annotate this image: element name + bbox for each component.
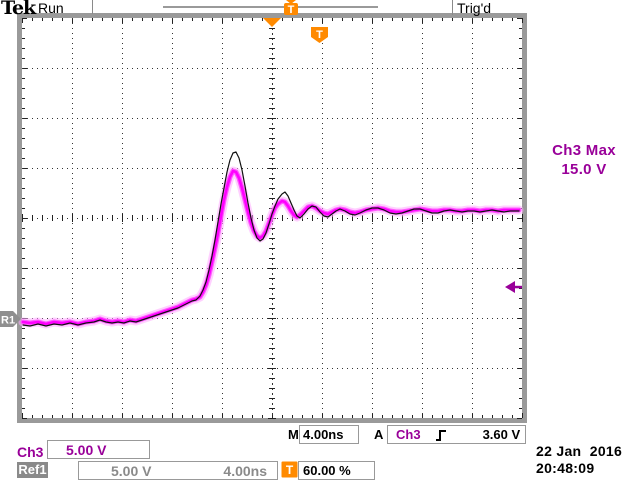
- record-view-line: [163, 6, 378, 8]
- trigger-status: Trig'd: [457, 0, 492, 16]
- measurement-label: Ch3 Max: [552, 142, 616, 159]
- ref1-position-marker: R1: [0, 311, 21, 327]
- trigger-slope-rising-icon: [435, 429, 446, 441]
- trigger-level-arrow-icon: [505, 281, 522, 293]
- status-divider: [452, 0, 453, 15]
- ch3-label: Ch3: [17, 444, 44, 460]
- graticule-frame: [17, 13, 527, 423]
- ch3-scale: 5.00 V: [66, 441, 107, 458]
- trigger-point-t-icon: T: [311, 27, 328, 43]
- measurement-value: 15.0 V: [561, 161, 607, 178]
- ref1-timebase: 4.00ns: [223, 462, 267, 479]
- svg-text:R1: R1: [1, 315, 15, 327]
- record-view-trigger-t-icon: T: [284, 0, 298, 16]
- ref1-badge: Ref1: [17, 462, 48, 478]
- ref1-scale: 5.00 V: [111, 462, 152, 479]
- trigger-position-t-icon: T: [281, 461, 298, 478]
- date: 22 Jan 2016: [536, 443, 623, 459]
- svg-text:T: T: [316, 29, 323, 41]
- trigger-a-label: A: [374, 427, 384, 442]
- time: 20:48:09: [536, 460, 595, 476]
- ref1-readout-box: 5.00 V 4.00ns: [78, 461, 278, 480]
- ch3-scale-box: 5.00 V: [47, 440, 150, 459]
- svg-text:T: T: [288, 4, 295, 16]
- expansion-point-triangle-icon: [263, 18, 281, 27]
- measurement-readout: Ch3 Max 15.0 V: [541, 141, 627, 179]
- trigger-readout-box: Ch3 3.60 V: [387, 425, 526, 444]
- svg-text:T: T: [286, 463, 294, 477]
- timebase-box: 4.00ns: [299, 425, 359, 444]
- trigger-position-box: 60.00 %: [298, 461, 375, 480]
- ch3-waveform-mid: [20, 168, 522, 327]
- trigger-source: Ch3: [396, 427, 421, 442]
- ref1-waveform: [22, 151, 520, 327]
- tek-logo: Tek: [1, 0, 36, 19]
- ch3-waveform-glow: [18, 166, 524, 329]
- timebase-value: 4.00ns: [303, 427, 344, 442]
- trigger-level: 3.60 V: [482, 427, 521, 442]
- acquisition-status: Run: [38, 0, 64, 16]
- timebase-label: M: [288, 427, 299, 442]
- ch3-waveform: [21, 169, 521, 326]
- status-divider: [92, 0, 93, 14]
- trigger-position-value: 60.00 %: [303, 463, 351, 478]
